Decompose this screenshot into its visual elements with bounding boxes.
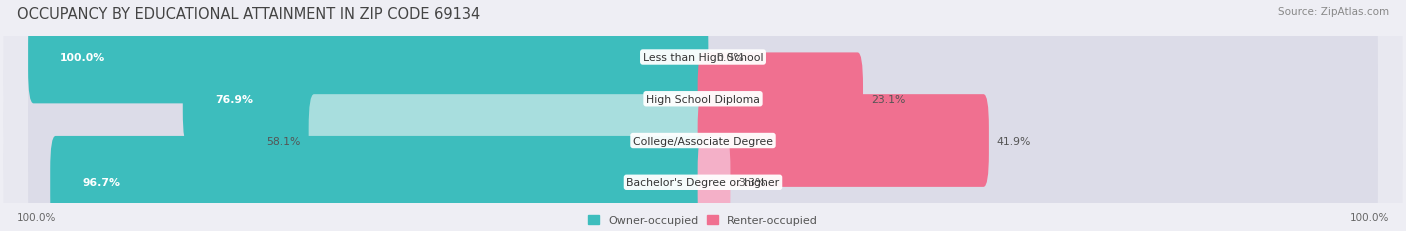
Text: 3.3%: 3.3% [738, 177, 766, 188]
Text: 100.0%: 100.0% [60, 53, 105, 63]
FancyBboxPatch shape [697, 136, 731, 229]
FancyBboxPatch shape [28, 136, 709, 229]
Text: 96.7%: 96.7% [83, 177, 121, 188]
FancyBboxPatch shape [697, 53, 1378, 146]
FancyBboxPatch shape [3, 106, 1403, 231]
FancyBboxPatch shape [309, 95, 709, 187]
Text: 100.0%: 100.0% [17, 212, 56, 222]
Text: 0.0%: 0.0% [717, 53, 744, 63]
FancyBboxPatch shape [697, 12, 1378, 104]
FancyBboxPatch shape [28, 95, 709, 187]
Text: College/Associate Degree: College/Associate Degree [633, 136, 773, 146]
FancyBboxPatch shape [183, 53, 709, 146]
Text: Bachelor's Degree or higher: Bachelor's Degree or higher [627, 177, 779, 188]
FancyBboxPatch shape [28, 53, 709, 146]
FancyBboxPatch shape [28, 12, 709, 104]
FancyBboxPatch shape [28, 12, 709, 104]
FancyBboxPatch shape [697, 136, 1378, 229]
Text: 76.9%: 76.9% [215, 94, 253, 104]
Text: 58.1%: 58.1% [266, 136, 301, 146]
Text: 100.0%: 100.0% [1350, 212, 1389, 222]
Text: Source: ZipAtlas.com: Source: ZipAtlas.com [1278, 7, 1389, 17]
FancyBboxPatch shape [3, 64, 1403, 218]
FancyBboxPatch shape [3, 0, 1403, 135]
FancyBboxPatch shape [3, 22, 1403, 176]
Text: Less than High School: Less than High School [643, 53, 763, 63]
FancyBboxPatch shape [697, 53, 863, 146]
Text: OCCUPANCY BY EDUCATIONAL ATTAINMENT IN ZIP CODE 69134: OCCUPANCY BY EDUCATIONAL ATTAINMENT IN Z… [17, 7, 479, 22]
FancyBboxPatch shape [697, 95, 988, 187]
Text: 41.9%: 41.9% [997, 136, 1031, 146]
FancyBboxPatch shape [51, 136, 709, 229]
Legend: Owner-occupied, Renter-occupied: Owner-occupied, Renter-occupied [588, 215, 818, 225]
Text: High School Diploma: High School Diploma [647, 94, 759, 104]
Text: 23.1%: 23.1% [872, 94, 905, 104]
FancyBboxPatch shape [697, 95, 1378, 187]
